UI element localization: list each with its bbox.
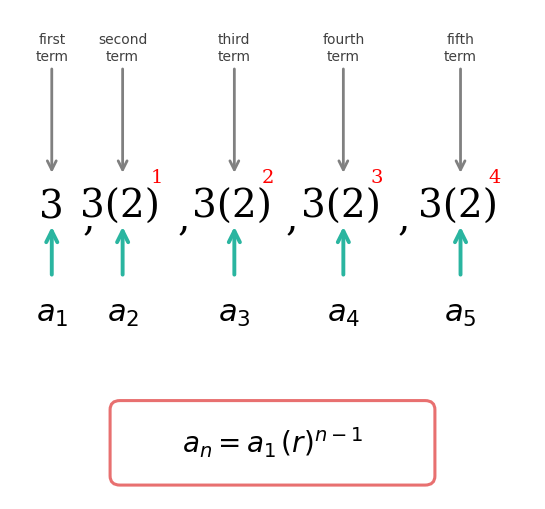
Text: $a_3$: $a_3$ — [218, 298, 251, 328]
Text: third
term: third term — [218, 33, 251, 64]
Text: 3(2): 3(2) — [192, 189, 271, 226]
Text: 3: 3 — [39, 189, 64, 226]
Text: second
term: second term — [98, 33, 147, 64]
Text: 2: 2 — [262, 169, 274, 187]
Text: $a_n = a_1\,(r)^{n-1}$: $a_n = a_1\,(r)^{n-1}$ — [182, 426, 363, 460]
Text: first
term: first term — [35, 33, 68, 64]
Text: 4: 4 — [488, 169, 500, 187]
Text: ,: , — [286, 201, 298, 237]
Text: 3(2): 3(2) — [80, 189, 160, 226]
Text: 3(2): 3(2) — [301, 189, 380, 226]
Text: ,: , — [397, 201, 409, 237]
Text: 1: 1 — [150, 169, 162, 187]
Text: fourth
term: fourth term — [322, 33, 365, 64]
Text: $a_4$: $a_4$ — [327, 298, 360, 328]
FancyBboxPatch shape — [110, 401, 435, 485]
Text: 3: 3 — [371, 169, 383, 187]
Text: ,: , — [178, 201, 190, 237]
Text: $a_5$: $a_5$ — [444, 298, 477, 328]
Text: fifth
term: fifth term — [444, 33, 477, 64]
Text: 3(2): 3(2) — [418, 189, 498, 226]
Text: $a_1$: $a_1$ — [35, 298, 68, 328]
Text: $a_2$: $a_2$ — [106, 298, 139, 328]
Text: ,: , — [82, 201, 94, 237]
